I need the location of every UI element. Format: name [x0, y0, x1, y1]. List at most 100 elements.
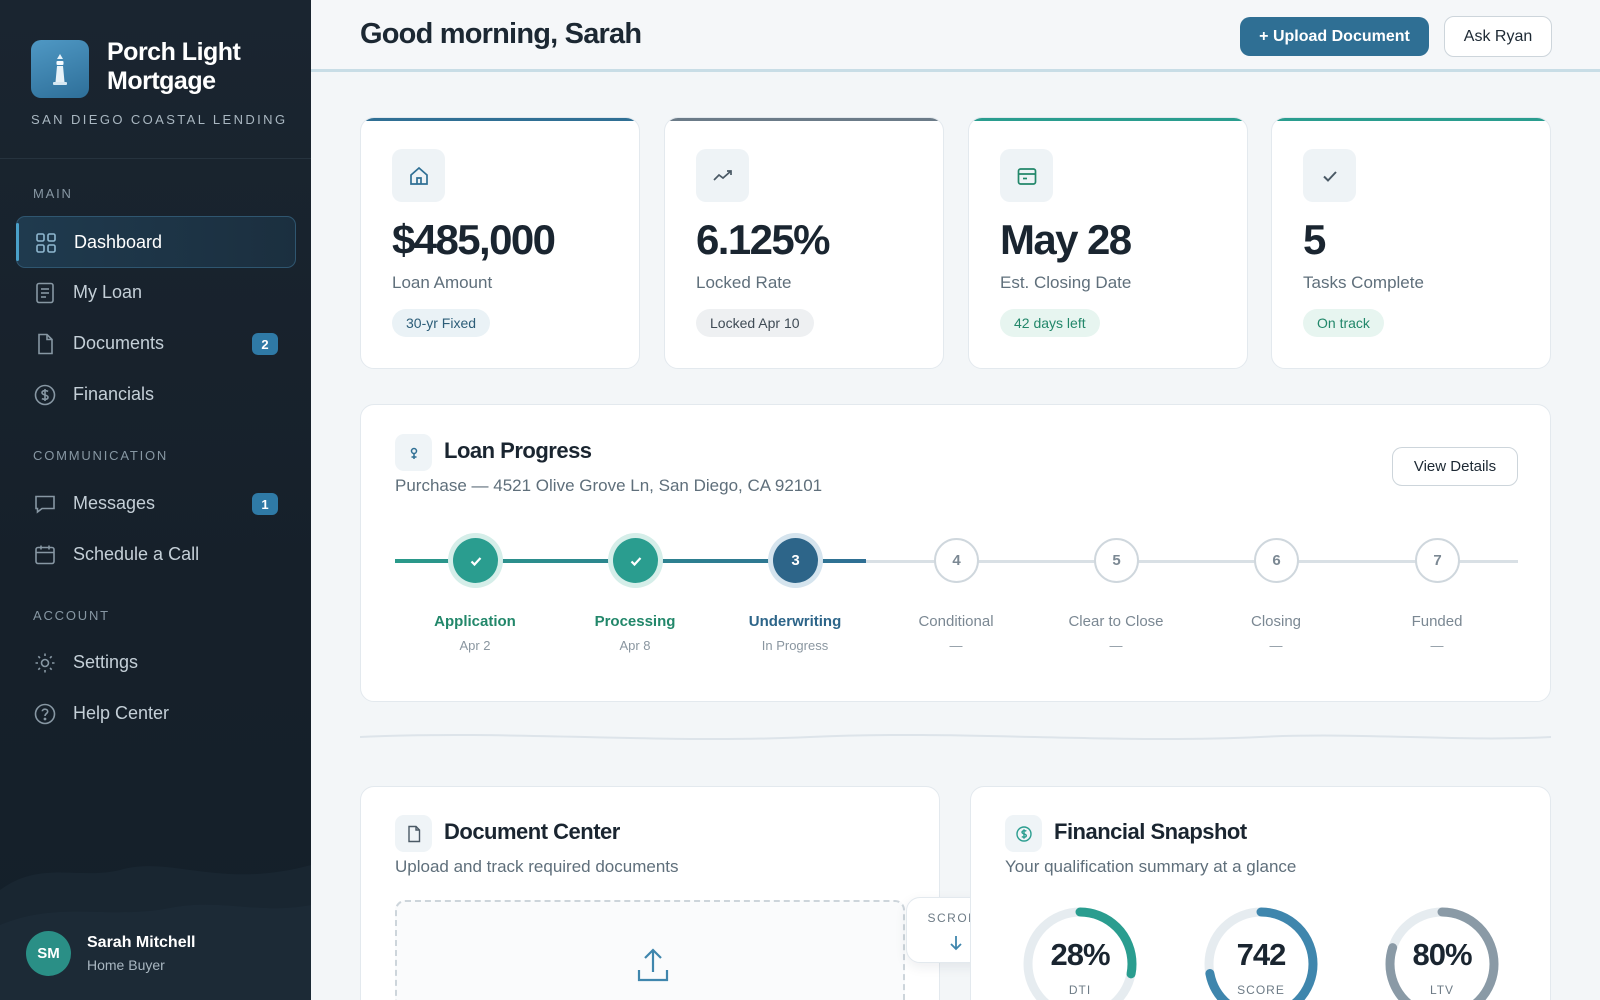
arrow-down-icon	[950, 936, 962, 951]
view-details-button[interactable]: View Details	[1392, 447, 1518, 486]
credit-score-gauge: 742 SCORE	[1201, 904, 1321, 1000]
step-name: Processing	[594, 613, 676, 630]
user-role: Home Buyer	[87, 957, 165, 973]
sidebar-item-settings[interactable]: Settings	[16, 637, 296, 689]
sidebar-item-dashboard[interactable]: Dashboard	[16, 216, 296, 268]
step-date: Apr 2	[459, 638, 491, 653]
scroll-label: SCROLL	[927, 911, 985, 925]
grid-icon	[36, 233, 56, 253]
step-number: 3	[773, 538, 818, 583]
closing-date-label: Est. Closing Date	[1000, 273, 1132, 292]
step-number: 6	[1254, 538, 1299, 583]
loan-progress-title: Loan Progress	[444, 438, 592, 463]
document-text-icon	[36, 282, 54, 304]
step-date: —	[1430, 638, 1444, 653]
gauge-ring	[1023, 907, 1137, 1000]
sidebar-item-documents[interactable]: Documents 2	[16, 318, 296, 370]
property-address: Purchase — 4521 Olive Grove Ln, San Dieg…	[395, 476, 823, 495]
step-date: —	[949, 638, 963, 653]
sidebar-item-label: Settings	[73, 652, 139, 672]
sidebar-item-label: Help Center	[73, 703, 170, 723]
sidebar-item-label: Schedule a Call	[73, 544, 200, 564]
ltv-gauge: 80% LTV	[1382, 904, 1502, 1000]
ltv-label: LTV	[1429, 983, 1455, 997]
sidebar-item-my-loan[interactable]: My Loan	[16, 267, 296, 319]
step-number: 4	[934, 538, 979, 583]
loan-term-badge: 30-yr Fixed	[392, 309, 491, 337]
lighthouse-icon	[31, 40, 89, 98]
user-name: Sarah Mitchell	[87, 934, 196, 951]
card-accent-bar	[969, 118, 1247, 121]
card-accent-bar	[665, 118, 943, 121]
document-center-title: Document Center	[444, 819, 620, 844]
step-name: Underwriting	[748, 613, 842, 630]
avatar: SM	[26, 931, 71, 976]
step-date: Apr 8	[619, 638, 651, 653]
chat-icon	[35, 495, 55, 514]
gauge-ring	[1204, 907, 1318, 1000]
sidebar-divider	[0, 158, 311, 159]
step-number: 7	[1415, 538, 1460, 583]
sidebar-item-schedule-call[interactable]: Schedule a Call	[16, 529, 296, 581]
upload-dropzone[interactable]	[395, 900, 905, 1000]
ask-ryan-button[interactable]: Ask Ryan	[1444, 16, 1552, 57]
rate-lock-badge: Locked Apr 10	[696, 309, 814, 337]
dollar-circle-icon	[1005, 815, 1042, 852]
section-label-main: MAIN	[33, 186, 73, 201]
sidebar-item-financials[interactable]: Financials	[16, 369, 296, 421]
locked-rate-label: Locked Rate	[696, 273, 792, 292]
wave-divider	[360, 733, 1551, 741]
days-left-badge: 42 days left	[1000, 309, 1100, 337]
ltv-value: 80%	[1412, 937, 1472, 972]
calendar-card-icon	[1000, 149, 1053, 202]
gauge-ring	[1385, 907, 1499, 1000]
file-icon	[38, 333, 53, 355]
sidebar-item-label: Financials	[73, 384, 155, 404]
loan-amount-label: Loan Amount	[392, 273, 493, 292]
step-name: Application	[434, 613, 516, 630]
tasks-complete-value: 5	[1303, 216, 1326, 263]
stat-card-closing-date: May 28 Est. Closing Date 42 days left	[968, 117, 1248, 369]
tasks-complete-label: Tasks Complete	[1303, 273, 1424, 292]
messages-count-badge: 1	[252, 493, 278, 515]
financial-snapshot-card: Financial Snapshot Your qualification su…	[970, 786, 1551, 1000]
locked-rate-value: 6.125%	[696, 216, 830, 263]
check-icon	[453, 538, 498, 583]
sidebar-item-help-center[interactable]: Help Center	[16, 688, 296, 740]
upload-document-button[interactable]: + Upload Document	[1240, 17, 1429, 56]
gear-icon	[35, 653, 55, 673]
brand-name: Porch Light Mortgage	[107, 38, 241, 95]
documents-count-badge: 2	[252, 333, 278, 355]
sidebar: Porch Light Mortgage SAN DIEGO COASTAL L…	[0, 0, 311, 1000]
brand-tagline: SAN DIEGO COASTAL LENDING	[31, 112, 288, 127]
step-date: —	[1109, 638, 1123, 653]
pin-icon	[395, 434, 432, 471]
sidebar-item-label: Documents	[73, 333, 165, 353]
sidebar-item-label: Messages	[73, 493, 156, 513]
step-name: Closing	[1250, 613, 1302, 630]
step-name: Clear to Close	[1068, 613, 1164, 630]
on-track-badge: On track	[1303, 309, 1384, 337]
card-accent-bar	[1272, 118, 1550, 121]
step-date: In Progress	[761, 638, 829, 653]
section-label-communication: COMMUNICATION	[33, 448, 169, 463]
dti-label: DTI	[1068, 983, 1092, 997]
sidebar-item-label: My Loan	[73, 282, 143, 302]
document-center-subtitle: Upload and track required documents	[395, 857, 679, 876]
page-title: Good morning, Sarah	[360, 18, 642, 50]
upload-icon	[637, 948, 669, 982]
financial-snapshot-title: Financial Snapshot	[1054, 819, 1247, 844]
file-icon	[395, 815, 432, 852]
sidebar-item-label: Dashboard	[74, 232, 163, 252]
dti-gauge: 28% DTI	[1020, 904, 1140, 1000]
stat-card-tasks: 5 Tasks Complete On track	[1271, 117, 1551, 369]
score-label: SCORE	[1237, 983, 1285, 997]
sidebar-item-messages[interactable]: Messages 1	[16, 478, 296, 530]
step-name: Conditional	[918, 613, 994, 630]
user-profile[interactable]: SM Sarah Mitchell Home Buyer	[26, 931, 296, 977]
section-label-account: ACCOUNT	[33, 608, 110, 623]
card-accent-bar	[361, 118, 639, 121]
loan-progress-card: Loan Progress Purchase — 4521 Olive Grov…	[360, 404, 1551, 702]
stat-card-loan-amount: $485,000 Loan Amount 30-yr Fixed	[360, 117, 640, 369]
step-number: 5	[1094, 538, 1139, 583]
